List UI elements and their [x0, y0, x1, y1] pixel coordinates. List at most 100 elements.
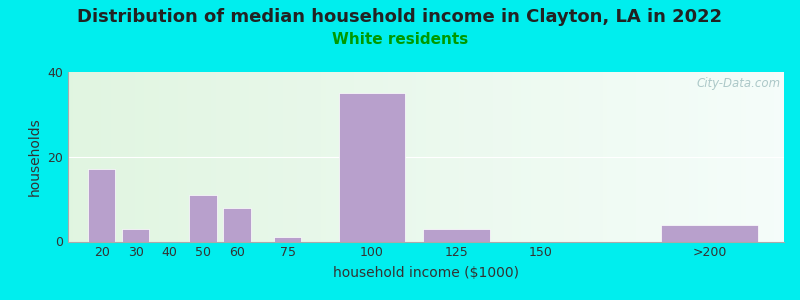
- Bar: [703, 72, 708, 242]
- Bar: [440, 72, 446, 242]
- Bar: [464, 72, 470, 242]
- Bar: [531, 72, 537, 242]
- Bar: [526, 72, 532, 242]
- Bar: [206, 72, 212, 242]
- Bar: [221, 72, 226, 242]
- Bar: [502, 72, 508, 242]
- Bar: [536, 72, 542, 242]
- Bar: [226, 72, 231, 242]
- Bar: [87, 72, 93, 242]
- Bar: [631, 72, 637, 242]
- Bar: [163, 72, 169, 242]
- Bar: [550, 72, 555, 242]
- Bar: [402, 72, 407, 242]
- Bar: [478, 72, 484, 242]
- Bar: [326, 72, 331, 242]
- Bar: [731, 72, 737, 242]
- Bar: [230, 72, 236, 242]
- Bar: [655, 72, 661, 242]
- Bar: [717, 72, 722, 242]
- Bar: [278, 72, 283, 242]
- Bar: [598, 72, 603, 242]
- Bar: [82, 72, 88, 242]
- Bar: [139, 72, 145, 242]
- Bar: [302, 72, 307, 242]
- Bar: [636, 72, 642, 242]
- Bar: [388, 72, 394, 242]
- Bar: [178, 72, 183, 242]
- Bar: [359, 72, 365, 242]
- Bar: [274, 237, 302, 242]
- Bar: [269, 72, 274, 242]
- Bar: [555, 72, 560, 242]
- Bar: [287, 72, 293, 242]
- Bar: [73, 72, 78, 242]
- Bar: [755, 72, 761, 242]
- Bar: [578, 72, 584, 242]
- Bar: [459, 72, 465, 242]
- Bar: [68, 72, 74, 242]
- Bar: [378, 72, 384, 242]
- Bar: [102, 72, 107, 242]
- Bar: [712, 72, 718, 242]
- Bar: [565, 72, 570, 242]
- Bar: [507, 72, 513, 242]
- Bar: [316, 72, 322, 242]
- Bar: [646, 72, 651, 242]
- Bar: [450, 72, 455, 242]
- Bar: [474, 72, 479, 242]
- Bar: [393, 72, 398, 242]
- Bar: [674, 72, 680, 242]
- Bar: [190, 195, 217, 242]
- Bar: [192, 72, 198, 242]
- Bar: [78, 72, 83, 242]
- Bar: [423, 229, 490, 242]
- Bar: [445, 72, 450, 242]
- Bar: [259, 72, 264, 242]
- Bar: [422, 72, 426, 242]
- Bar: [297, 72, 302, 242]
- Bar: [250, 72, 255, 242]
- Bar: [254, 72, 260, 242]
- Bar: [97, 72, 102, 242]
- Bar: [216, 72, 222, 242]
- Bar: [708, 72, 713, 242]
- Bar: [522, 72, 527, 242]
- Bar: [626, 72, 632, 242]
- Bar: [121, 72, 126, 242]
- Bar: [330, 72, 336, 242]
- Bar: [235, 72, 241, 242]
- Bar: [245, 72, 250, 242]
- Bar: [726, 72, 732, 242]
- Bar: [126, 72, 130, 242]
- Bar: [122, 229, 150, 242]
- Bar: [698, 72, 703, 242]
- Bar: [426, 72, 431, 242]
- Bar: [517, 72, 522, 242]
- Bar: [746, 72, 751, 242]
- Bar: [722, 72, 727, 242]
- Bar: [383, 72, 389, 242]
- Bar: [274, 72, 278, 242]
- Bar: [173, 72, 178, 242]
- Bar: [617, 72, 622, 242]
- Bar: [240, 72, 246, 242]
- Bar: [111, 72, 117, 242]
- Bar: [292, 72, 298, 242]
- Bar: [430, 72, 436, 242]
- Bar: [223, 208, 250, 242]
- Bar: [670, 72, 675, 242]
- Bar: [116, 72, 121, 242]
- Bar: [541, 72, 546, 242]
- Bar: [736, 72, 742, 242]
- Bar: [684, 72, 690, 242]
- Bar: [774, 72, 780, 242]
- Bar: [560, 72, 565, 242]
- Bar: [512, 72, 518, 242]
- Bar: [345, 72, 350, 242]
- Y-axis label: households: households: [28, 117, 42, 196]
- Bar: [641, 72, 646, 242]
- Bar: [546, 72, 550, 242]
- Bar: [602, 72, 608, 242]
- Bar: [182, 72, 188, 242]
